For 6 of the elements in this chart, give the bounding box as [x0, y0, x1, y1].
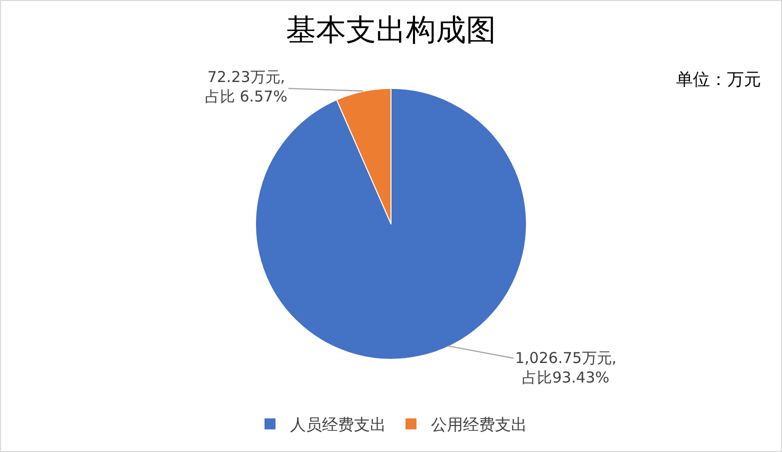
- text: 单位：万元: [676, 70, 761, 90]
- data-label: 72.23万元, 占比 6.57%: [205, 68, 288, 106]
- chart-title: 基本支出构成图: [286, 13, 496, 48]
- data-label: 1,026.75万元, 占比93.43%: [515, 349, 617, 386]
- legend-label: 人员经费支出: [290, 415, 386, 434]
- legend-label: 公用经费支出: [431, 415, 527, 434]
